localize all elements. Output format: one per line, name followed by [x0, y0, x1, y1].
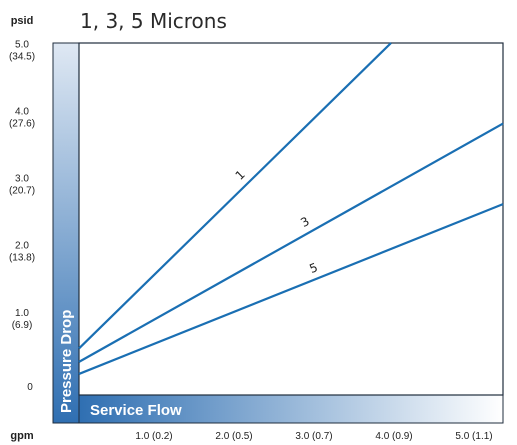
y-unit-label: psid — [11, 15, 34, 27]
x-tick-label: 4.0 (0.9) — [375, 431, 412, 442]
x-axis-band — [78, 394, 504, 424]
y-tick-label: 5.0 — [15, 39, 29, 50]
x-tick-label: 1.0 (0.2) — [135, 431, 172, 442]
series-label-1: 1 — [233, 167, 248, 182]
chart-title: 1, 3, 5 Microns — [80, 9, 227, 33]
series-line-5 — [78, 203, 504, 375]
y-tick-label-metric: (13.8) — [9, 253, 35, 264]
y-axis-label: Pressure Drop — [58, 310, 75, 413]
y-tick-label: 3.0 — [15, 174, 29, 185]
y-tick-label: 1.0 — [15, 308, 29, 319]
y-tick-label: 0 — [27, 382, 33, 393]
y-tick-label-metric: (34.5) — [9, 51, 35, 62]
series-line-3 — [78, 122, 504, 363]
series-label-3: 3 — [298, 214, 312, 230]
x-tick-label: 5.0 (1.1) — [455, 431, 492, 442]
y-tick-label-metric: (27.6) — [9, 118, 35, 129]
y-axis-band — [52, 42, 80, 424]
x-tick-label: 2.0 (0.5) — [215, 431, 252, 442]
series-line-1 — [78, 42, 392, 350]
x-tick-label: 3.0 (0.7) — [295, 431, 332, 442]
x-axis-label: Service Flow — [90, 402, 182, 419]
y-tick-label-metric: (20.7) — [9, 186, 35, 197]
y-tick-label: 4.0 — [15, 106, 29, 117]
y-tick-label: 2.0 — [15, 241, 29, 252]
x-unit-label: gpm — [10, 430, 33, 442]
y-tick-label-metric: (6.9) — [12, 320, 33, 331]
series-label-5: 5 — [307, 260, 319, 276]
plot-frame — [78, 42, 504, 396]
